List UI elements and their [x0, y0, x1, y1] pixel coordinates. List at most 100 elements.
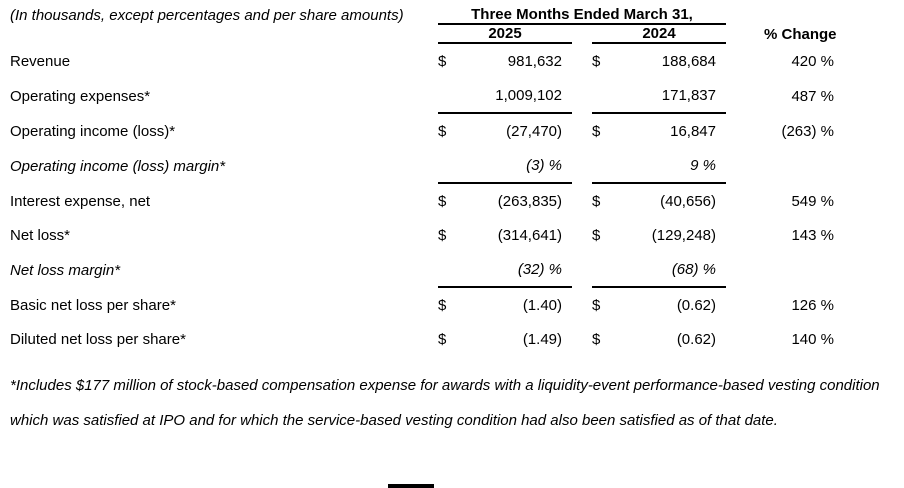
value-2025: (263,835): [497, 193, 562, 210]
dollar-sign: $: [592, 193, 601, 210]
spacer: [834, 148, 894, 183]
row-label: Basic net loss per share*: [10, 297, 176, 314]
spacer: [10, 24, 438, 43]
dollar-sign: $: [438, 193, 447, 210]
spacer: [764, 6, 834, 24]
spacer: [834, 113, 894, 148]
pct-change-value: 549 %: [791, 193, 834, 210]
value-2024: (0.62): [676, 297, 716, 314]
value-2025: (1.49): [522, 331, 562, 348]
table-row-operating-income: Operating income (loss)* $ (27,470) $ 16…: [10, 113, 894, 148]
page-bottom-cutoff-artifact: [388, 484, 434, 488]
column-header-2025: 2025: [438, 24, 572, 44]
table-row-operating-expenses: Operating expenses* 1,009,102 171,837 48…: [10, 78, 894, 114]
row-label: Operating expenses*: [10, 88, 151, 105]
dollar-sign: [592, 78, 614, 114]
spacer: [726, 113, 764, 148]
row-label: Diluted net loss per share*: [10, 331, 186, 348]
dollar-sign: $: [438, 297, 447, 314]
spacer: [834, 322, 894, 356]
pct-change-value: [764, 252, 834, 287]
financial-results-table: (In thousands, except percentages and pe…: [10, 6, 894, 356]
value-2024: (0.62): [676, 331, 716, 348]
spacer: [834, 24, 894, 43]
spacer: [572, 287, 592, 322]
dollar-sign: [592, 252, 614, 288]
spacer: [572, 252, 592, 287]
dollar-sign: [438, 252, 460, 288]
spacer: [834, 43, 894, 78]
spacer: [572, 322, 592, 356]
spacer: [726, 252, 764, 287]
units-caption: (In thousands, except percentages and pe…: [10, 7, 404, 24]
value-2025: (1.40): [522, 297, 562, 314]
dollar-sign: [592, 148, 614, 184]
row-label: Interest expense, net: [10, 193, 151, 210]
table-row-operating-income-margin: Operating income (loss) margin* (3) % 9 …: [10, 148, 894, 184]
spacer: [572, 113, 592, 148]
row-label: Revenue: [10, 53, 71, 70]
column-header-2024: 2024: [592, 24, 726, 44]
spacer: [572, 183, 592, 218]
pct-change-value: 420 %: [791, 53, 834, 70]
value-2024: (129,248): [651, 227, 716, 244]
pct-change-value: (263) %: [781, 123, 834, 140]
value-2025: 1,009,102: [460, 78, 572, 114]
spacer: [726, 24, 764, 43]
table-row-net-loss: Net loss* $ (314,641) $ (129,248) 143 %: [10, 218, 894, 252]
spacer: [834, 252, 894, 287]
spacer: [726, 6, 764, 24]
row-label: Operating income (loss)*: [10, 123, 176, 140]
spacer: [834, 78, 894, 113]
spacer: [726, 287, 764, 322]
spacer: [572, 24, 592, 43]
value-2025: (314,641): [497, 227, 562, 244]
dollar-sign: $: [592, 331, 601, 348]
spacer: [726, 183, 764, 218]
pct-change-value: 143 %: [791, 227, 834, 244]
table-row-basic-net-loss-per-share: Basic net loss per share* $ (1.40) $ (0.…: [10, 287, 894, 322]
table-row-diluted-net-loss-per-share: Diluted net loss per share* $ (1.49) $ (…: [10, 322, 894, 356]
dollar-sign: $: [592, 227, 601, 244]
value-2024: (68) %: [614, 252, 726, 288]
spacer: [834, 183, 894, 218]
period-header: Three Months Ended March 31,: [438, 6, 726, 25]
spacer: [726, 218, 764, 252]
value-2025: 981,632: [507, 53, 562, 70]
spacer: [726, 148, 764, 183]
spacer: [572, 43, 592, 78]
spacer: [572, 148, 592, 183]
spacer: [572, 78, 592, 113]
dollar-sign: [438, 78, 460, 114]
value-2025: (32) %: [460, 252, 572, 288]
spacer: [834, 218, 894, 252]
row-label: Net loss margin*: [10, 262, 121, 279]
table-header-years-row: 2025 2024 % Change: [10, 24, 894, 44]
pct-change-value: [764, 148, 834, 183]
spacer: [572, 218, 592, 252]
value-2024: 171,837: [614, 78, 726, 114]
dollar-sign: $: [438, 227, 447, 244]
dollar-sign: $: [438, 53, 447, 70]
dollar-sign: $: [438, 331, 447, 348]
dollar-sign: $: [592, 123, 601, 140]
table-row-revenue: Revenue $ 981,632 $ 188,684 420 %: [10, 43, 894, 78]
value-2024: 16,847: [670, 123, 716, 140]
value-2025: (27,470): [506, 123, 562, 140]
pct-change-value: 487 %: [791, 88, 834, 105]
table-row-interest-expense: Interest expense, net $ (263,835) $ (40,…: [10, 183, 894, 218]
table-row-net-loss-margin: Net loss margin* (32) % (68) %: [10, 252, 894, 288]
dollar-sign: $: [438, 123, 447, 140]
value-2024: (40,656): [660, 193, 716, 210]
value-2025: (3) %: [460, 148, 572, 184]
spacer: [726, 322, 764, 356]
value-2024: 9 %: [614, 148, 726, 184]
value-2024: 188,684: [661, 53, 716, 70]
footnote: *Includes $177 million of stock-based co…: [10, 377, 880, 429]
pct-change-value: 126 %: [791, 297, 834, 314]
column-header-pct-change: % Change: [764, 26, 837, 43]
table-header-period-row: (In thousands, except percentages and pe…: [10, 6, 894, 25]
dollar-sign: [438, 148, 460, 184]
spacer: [834, 6, 894, 24]
row-label: Net loss*: [10, 227, 71, 244]
